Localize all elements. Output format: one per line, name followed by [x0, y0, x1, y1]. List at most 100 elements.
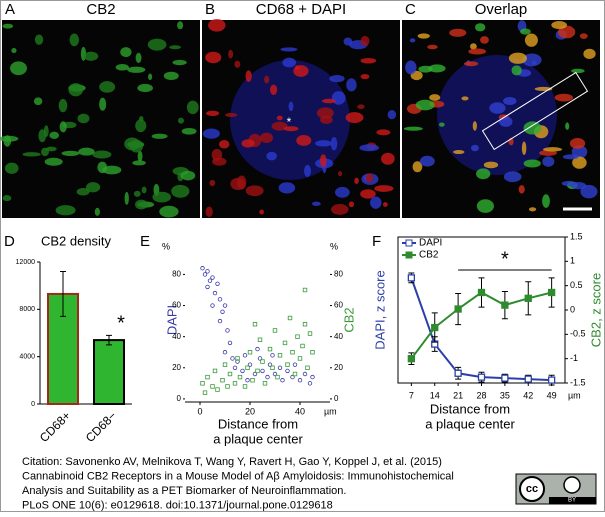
point [501, 301, 509, 309]
cell [69, 33, 80, 47]
point [235, 359, 240, 364]
legend-label: DAPI [419, 238, 442, 249]
point [215, 281, 220, 286]
cell [499, 116, 513, 127]
panel-letter: F [372, 233, 381, 250]
point [454, 369, 462, 377]
x-axis-label: a plaque center [425, 416, 515, 431]
point [245, 378, 250, 383]
point [200, 266, 205, 271]
cell [218, 139, 230, 149]
cell [374, 185, 394, 192]
cell [476, 168, 491, 180]
cell [570, 182, 587, 190]
cell [321, 98, 336, 104]
cell [169, 45, 182, 50]
y2-tick-label: 1 [570, 256, 575, 266]
cell [417, 33, 430, 39]
cell [508, 52, 527, 64]
cell [330, 137, 338, 151]
panel-letter: E [140, 233, 150, 250]
cell [10, 61, 27, 76]
cell [565, 122, 570, 130]
x-tick-label: 40 [295, 406, 305, 416]
x-tick-label: 42 [523, 390, 533, 400]
cell [94, 207, 100, 216]
asterisk: * [287, 115, 292, 129]
point [282, 340, 288, 346]
panel-title: Overlap [475, 1, 528, 18]
point [307, 381, 313, 386]
point [225, 328, 230, 333]
y-axis-label: DAPI [164, 305, 179, 335]
point [202, 390, 208, 395]
cell [331, 204, 349, 215]
cell [152, 191, 171, 203]
cell [172, 59, 187, 66]
point [285, 362, 290, 367]
cell [518, 185, 525, 194]
cell [360, 189, 376, 199]
cell [234, 60, 241, 68]
point [477, 373, 486, 381]
by-label: BY [568, 498, 576, 504]
cell [171, 184, 190, 198]
cell [225, 112, 238, 118]
point [217, 297, 223, 302]
cell [520, 28, 531, 35]
cell [133, 190, 141, 197]
cell [453, 150, 465, 155]
y-tick-label: 0 [177, 394, 182, 403]
point [524, 294, 532, 302]
point [272, 328, 278, 333]
cell [49, 131, 60, 139]
cell [522, 53, 542, 67]
cell [124, 191, 129, 205]
x-axis-label: Distance from [218, 416, 298, 431]
point [252, 371, 258, 377]
point [307, 331, 313, 336]
point [215, 387, 220, 392]
point [287, 315, 293, 321]
point [202, 272, 208, 277]
cell [403, 126, 423, 131]
point [270, 365, 275, 370]
point [250, 378, 255, 383]
cell [208, 18, 226, 32]
x-tick-label: 14 [430, 390, 440, 400]
cell [38, 129, 47, 143]
cell [532, 60, 537, 65]
point [310, 374, 315, 380]
cell [348, 201, 355, 208]
point [205, 284, 210, 290]
cell [83, 51, 99, 61]
cell [583, 48, 596, 59]
point [232, 365, 238, 370]
x-tick-label: 21 [453, 390, 463, 400]
license-badge-bottom [549, 497, 596, 504]
cell [316, 107, 334, 119]
cell [132, 160, 146, 166]
point [285, 368, 290, 374]
cell [315, 140, 333, 147]
point [212, 368, 218, 374]
point [260, 359, 265, 364]
cell [427, 44, 438, 50]
point [255, 368, 260, 374]
y2-tick-label: 80 [334, 270, 343, 279]
plaque-glow [437, 55, 557, 175]
x-tick-label: 0 [197, 406, 202, 416]
point [267, 346, 273, 352]
y-tick-label: 4000 [19, 354, 35, 361]
point [205, 269, 210, 274]
cell [141, 186, 147, 194]
point [210, 384, 215, 389]
point [207, 278, 213, 283]
point [265, 374, 270, 380]
point [297, 378, 303, 383]
cell [202, 128, 220, 139]
cell [124, 137, 140, 151]
point [257, 356, 263, 361]
cell [412, 161, 423, 173]
by-circle [563, 476, 581, 494]
